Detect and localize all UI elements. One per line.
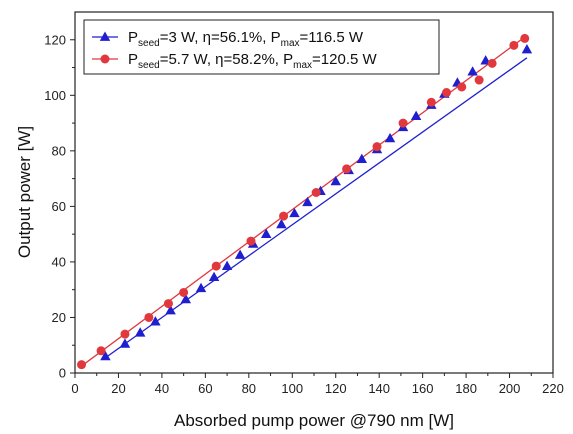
data-point-circle [311,188,321,197]
data-point-triangle [195,282,207,293]
data-point-circle [457,82,467,92]
legend-label-text-end: =116.5 W [300,29,364,46]
data-point-circle [426,97,436,107]
x-axis-title: Absorbed pump power @790 nm [W] [174,411,454,430]
data-point-triangle [150,316,161,326]
data-point-circle [246,236,256,246]
data-point-triangle [521,43,533,54]
legend-label-sub-max: max [293,60,312,71]
legend-label-sub-seed: seed [138,60,160,71]
y-tick-label: 60 [52,199,66,214]
y-tick-label: 40 [52,254,66,269]
legend: Pseed=3 W, η=56.1%, Pmax=116.5 W Pseed=5… [83,19,440,75]
data-point-circle [520,33,530,43]
x-tick-label: 160 [412,381,434,396]
x-tick-label: 80 [242,381,256,396]
data-point-triangle [302,196,313,207]
data-point-circle [179,287,189,297]
y-tick-label: 100 [44,88,66,103]
legend-label-sub-seed: seed [138,38,160,49]
data-point-circle [211,261,221,271]
fit-line-series-1 [105,57,528,359]
data-point-circle [398,118,408,128]
data-point-triangle [134,327,146,337]
y-axis-title: Output power [W] [15,126,34,258]
data-point-triangle [119,338,131,348]
x-tick-label: 140 [368,381,390,396]
data-point-circle [96,346,106,356]
data-point-triangle [276,218,287,229]
legend-label-text: =3 W, η=56.1%, P [160,29,281,46]
legend-label-series-1: Pseed=3 W, η=56.1%, Pmax=116.5 W [128,29,364,49]
y-tick-label: 0 [59,366,66,381]
x-tick-label: 100 [281,381,303,396]
axis-ticks: 0 20 40 60 80 100 120 140 160 180 200 220 0 20 40 60 80 1… [44,32,564,396]
data-point-triangle [410,110,422,120]
data-point-circle [372,142,382,152]
data-point-triangle [100,350,111,361]
data-point-circle [474,75,484,85]
y-tick-label: 120 [44,32,66,47]
x-tick-label: 20 [111,381,125,396]
data-point-triangle [221,260,233,270]
x-tick-label: 220 [542,381,564,396]
legend-label-p: P [128,51,138,68]
legend-label-sub-max: max [281,38,300,49]
x-tick-label: 200 [499,381,521,396]
data-point-triangle [356,153,368,164]
data-point-triangle [467,66,478,76]
data-point-circle [120,329,130,339]
data-point-triangle [234,249,246,259]
legend-label-series-2: Pseed=5.7 W, η=58.2%, Pmax=120.5 W [128,51,377,71]
data-point-triangle [208,271,220,282]
x-tick-label: 120 [325,381,347,396]
data-point-triangle [180,293,192,304]
data-point-circle [509,40,519,50]
legend-box [83,19,440,75]
legend-label-text-end: =120.5 W [312,51,377,68]
y-tick-label: 20 [52,310,66,325]
data-point-triangle [289,207,300,218]
y-tick-label: 80 [52,143,66,158]
data-point-triangle [260,228,272,239]
data-point-circle [144,312,154,322]
data-markers [77,33,533,370]
legend-marker-triangle [99,31,111,41]
data-point-circle [163,299,173,309]
x-tick-label: 60 [198,381,212,396]
data-point-circle [487,58,497,68]
x-tick-label: 40 [155,381,169,396]
data-point-triangle [330,175,341,186]
data-point-circle [77,360,87,370]
x-tick-label: 0 [71,381,78,396]
data-point-triangle [384,132,396,143]
x-tick-label: 180 [455,381,477,396]
data-point-triangle [165,305,176,315]
data-point-circle [279,211,289,221]
data-point-circle [442,88,452,98]
data-point-circle [342,164,352,174]
legend-label-text: =5.7 W, η=58.2%, P [160,51,293,68]
legend-marker-circle [100,54,110,64]
legend-label-p: P [128,29,138,46]
